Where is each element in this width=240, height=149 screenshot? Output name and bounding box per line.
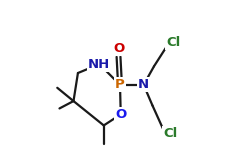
Text: N: N [138,78,149,91]
Text: O: O [115,108,126,121]
Text: NH: NH [88,58,110,71]
Text: Cl: Cl [163,127,177,140]
Text: P: P [115,78,125,91]
Text: O: O [113,42,124,55]
Text: Cl: Cl [166,35,180,49]
